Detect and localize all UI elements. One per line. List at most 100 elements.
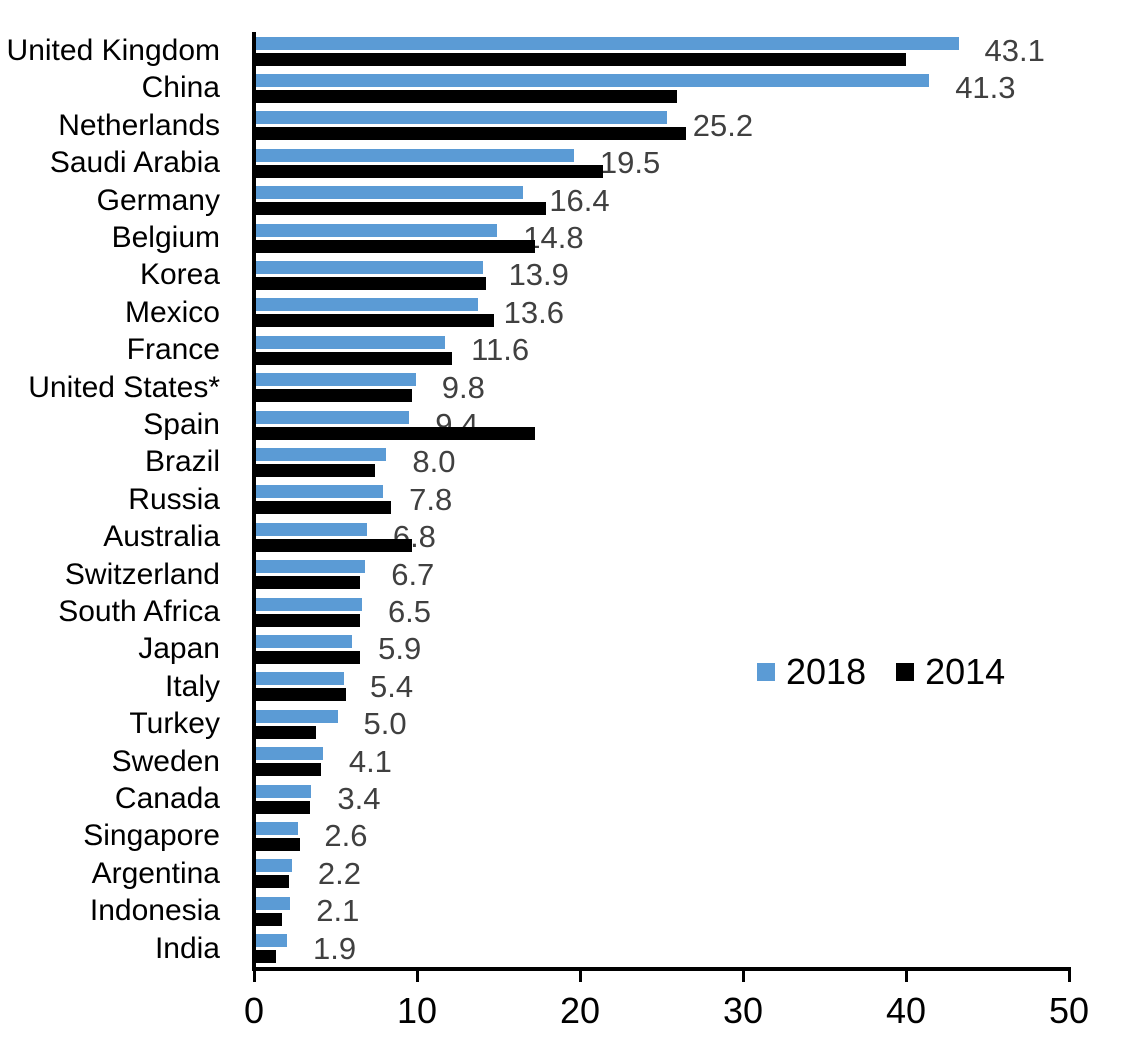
bar-2014 [256, 463, 375, 477]
value-label: 4.1 [348, 743, 392, 779]
bar-2014 [256, 763, 322, 777]
bar-2014 [256, 351, 452, 365]
value-label: 7.8 [409, 481, 453, 517]
legend-item-2014: 2014 [896, 654, 1005, 690]
category-label: Mexico [124, 295, 220, 329]
bar-2018 [256, 522, 367, 536]
value-label: 9.8 [441, 369, 485, 405]
bar-2018 [256, 485, 384, 499]
bar-2014 [256, 950, 276, 964]
bar-2014 [256, 650, 361, 664]
bar-2014 [256, 202, 547, 216]
bar-2018 [256, 298, 478, 312]
value-label: 11.6 [471, 332, 530, 368]
bar-2018 [256, 410, 410, 424]
value-label: 41.3 [955, 70, 1016, 106]
bar-2018 [256, 634, 353, 648]
category-label: Turkey [129, 707, 220, 741]
bar-2018 [256, 73, 930, 87]
category-label: Brazil [144, 445, 220, 479]
bar-2014 [256, 613, 361, 627]
value-label: 5.4 [370, 668, 414, 704]
legend-swatch-2018 [757, 663, 775, 681]
bar-2018 [256, 859, 292, 873]
x-tick-label: 0 [243, 990, 265, 1031]
value-label: 13.6 [503, 294, 565, 330]
value-label: 13.9 [508, 257, 569, 293]
value-label: 19.5 [599, 145, 661, 181]
bar-2014 [256, 426, 535, 440]
x-tick-label: 10 [396, 990, 438, 1031]
value-label: 25.2 [692, 107, 754, 143]
x-tick-mark [741, 971, 745, 982]
bar-2018 [256, 148, 574, 162]
x-tick-mark [578, 971, 582, 982]
bar-2014 [256, 164, 604, 178]
bar-2014 [256, 800, 310, 814]
category-label: India [154, 931, 220, 965]
value-label: 6.5 [387, 594, 432, 629]
category-label: Italy [164, 669, 220, 703]
value-label: 5.0 [363, 706, 407, 742]
x-axis-line [252, 967, 1071, 971]
value-label: 8.0 [412, 444, 456, 480]
bar-2018 [256, 597, 362, 611]
bar-2014 [256, 501, 392, 515]
value-label: 2.2 [317, 855, 361, 891]
bar-2014 [256, 538, 413, 552]
value-label: 1.9 [312, 930, 357, 966]
bar-2014 [256, 837, 300, 851]
category-label: Belgium [111, 221, 220, 254]
category-label: Korea [139, 258, 220, 292]
value-label: 5.9 [378, 631, 422, 667]
x-tick-label: 50 [1048, 990, 1090, 1031]
category-label: Argentina [91, 856, 220, 890]
bar-2018 [256, 260, 483, 274]
bar-2018 [256, 934, 287, 948]
category-label: Russia [128, 482, 220, 516]
bar-2018 [256, 784, 312, 798]
x-tick-mark [252, 971, 256, 982]
category-label: Netherlands [58, 108, 220, 142]
bar-2014 [256, 875, 289, 889]
bar-2014 [256, 688, 346, 702]
bar-2018 [256, 447, 387, 461]
value-label: 2.6 [324, 818, 368, 854]
category-label: Sweden [111, 744, 220, 778]
category-label: China [141, 71, 220, 105]
bar-2018 [256, 821, 299, 835]
bar-2018 [256, 373, 416, 387]
category-label: Switzerland [64, 557, 220, 591]
bar-2014 [256, 89, 677, 103]
category-label: Japan [138, 632, 220, 666]
bar-2018 [256, 111, 667, 125]
category-label: South Africa [58, 595, 220, 628]
category-label: United Kingdom [6, 34, 220, 67]
category-label: Canada [114, 782, 220, 815]
bar-2014 [256, 912, 283, 926]
bar-2018 [256, 335, 446, 349]
y-axis-line [252, 32, 256, 971]
category-label: United States* [28, 370, 220, 404]
category-label: Germany [96, 183, 220, 217]
legend-label-2014: 2014 [925, 651, 1006, 692]
bar-2018 [256, 560, 366, 574]
value-label: 3.4 [337, 781, 381, 816]
bar-2018 [256, 896, 291, 910]
bar-2018 [256, 186, 524, 200]
x-tick-mark [904, 971, 908, 982]
bar-2014 [256, 52, 907, 66]
bar-2014 [256, 127, 687, 141]
bar-2018 [256, 747, 323, 761]
bar-2018 [256, 709, 338, 723]
category-label: Singapore [83, 819, 220, 853]
bar-2014 [256, 725, 317, 739]
category-label: Australia [103, 520, 220, 554]
legend-item-2018: 2018 [757, 654, 866, 690]
x-tick-mark [415, 971, 419, 982]
x-tick-label: 30 [722, 990, 764, 1031]
bar-2014 [256, 276, 486, 290]
x-tick-mark [1067, 971, 1071, 982]
value-label: 16.4 [549, 182, 610, 218]
